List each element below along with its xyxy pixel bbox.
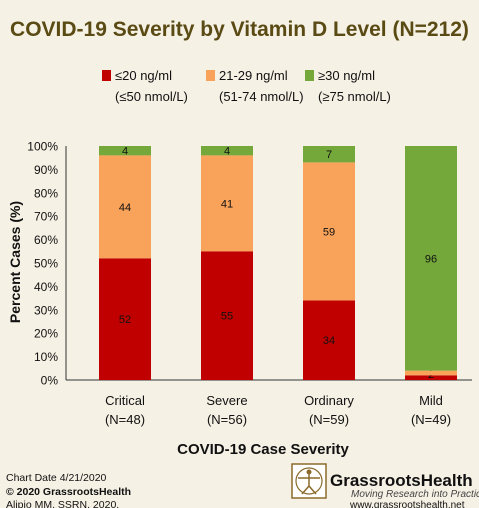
data-label: 59 [323, 226, 335, 238]
logo-circle [295, 467, 323, 495]
x-tick-n-label: (N=48) [105, 412, 145, 427]
y-tick-label: 100% [27, 140, 58, 154]
legend-sublabel: (51-74 nmol/L) [219, 89, 304, 104]
x-tick-n-label: (N=59) [309, 412, 349, 427]
x-tick-n-label: (N=56) [207, 412, 247, 427]
data-label: 96 [425, 253, 437, 265]
bar-segment [405, 370, 457, 376]
copyright: © 2020 GrassrootsHealth [6, 486, 131, 498]
y-tick-label: 20% [34, 327, 58, 341]
data-label: 44 [119, 202, 131, 214]
x-tick-label: Critical [105, 393, 145, 408]
legend-swatch [102, 70, 111, 81]
data-label: 34 [323, 335, 335, 347]
x-tick-n-label: (N=49) [411, 412, 451, 427]
x-axis: Critical (N=48) Severe (N=56) Ordinary (N=59)… [105, 393, 451, 427]
x-tick-label: Severe [206, 393, 247, 408]
citation: Alipio MM, SSRN, 2020. [6, 499, 119, 508]
logo-leg-left [301, 485, 310, 495]
bar-segment [201, 251, 253, 380]
y-tick-label: 50% [34, 257, 58, 271]
y-tick-label: 30% [34, 303, 58, 317]
bar-segment [99, 258, 151, 380]
y-tick-label: 40% [34, 280, 58, 294]
bar-segment [99, 155, 151, 259]
chart-title: COVID-19 Severity by Vitamin D Level (N=… [10, 18, 469, 41]
brand-name: GrassrootsHealth [330, 471, 473, 490]
logo-leg-right [308, 485, 317, 495]
logo-head [306, 469, 312, 475]
x-tick-label: Ordinary [304, 393, 354, 408]
bar-segment [405, 375, 457, 380]
y-tick-label: 90% [34, 163, 58, 177]
x-axis-label: COVID-19 Case Severity [177, 441, 349, 458]
y-tick-label: 80% [34, 186, 58, 200]
brand-logo [291, 463, 327, 499]
legend-label: ≤20 ng/ml [115, 68, 172, 83]
bar-segment [303, 146, 355, 163]
legend-label: ≥30 ng/ml [318, 68, 375, 83]
bar-segment [303, 300, 355, 380]
data-label: 7 [326, 149, 332, 161]
bars: 524445541434597296 [99, 146, 457, 381]
chart-date: Chart Date 4/21/2020 [6, 472, 107, 484]
legend-label: 21-29 ng/ml [219, 68, 288, 83]
y-tick-label: 10% [34, 350, 58, 364]
bar-segment [303, 162, 355, 301]
legend-sublabel: (≥75 nmol/L) [318, 89, 391, 104]
y-axis-label: Percent Cases (%) [7, 201, 23, 323]
data-label: 52 [119, 314, 131, 326]
x-tick-label: Mild [419, 393, 443, 408]
bar-segment [405, 146, 457, 371]
data-label: 4 [122, 146, 128, 158]
legend: ≤20 ng/ml (≤50 nmol/L) 21-29 ng/ml (51-74 n… [102, 68, 391, 104]
y-tick-label: 0% [41, 374, 59, 388]
bar-segment [99, 146, 151, 156]
data-label: 4 [224, 146, 230, 158]
y-tick-label: 60% [34, 233, 58, 247]
y-axis: 0% 10% 20% 30% 40% 50% 60% 70% 80% 90% 100% [27, 140, 472, 388]
legend-swatch [206, 70, 215, 81]
legend-sublabel: (≤50 nmol/L) [115, 89, 188, 104]
data-label: 55 [221, 311, 233, 323]
data-label: 41 [221, 198, 233, 210]
y-tick-label: 70% [34, 210, 58, 224]
legend-swatch [305, 70, 314, 81]
brand-tagline: Moving Research into Practice [351, 489, 479, 500]
bar-segment [201, 155, 253, 252]
bar-segment [201, 146, 253, 156]
brand-url: www.grassrootshealth.net [349, 500, 465, 508]
